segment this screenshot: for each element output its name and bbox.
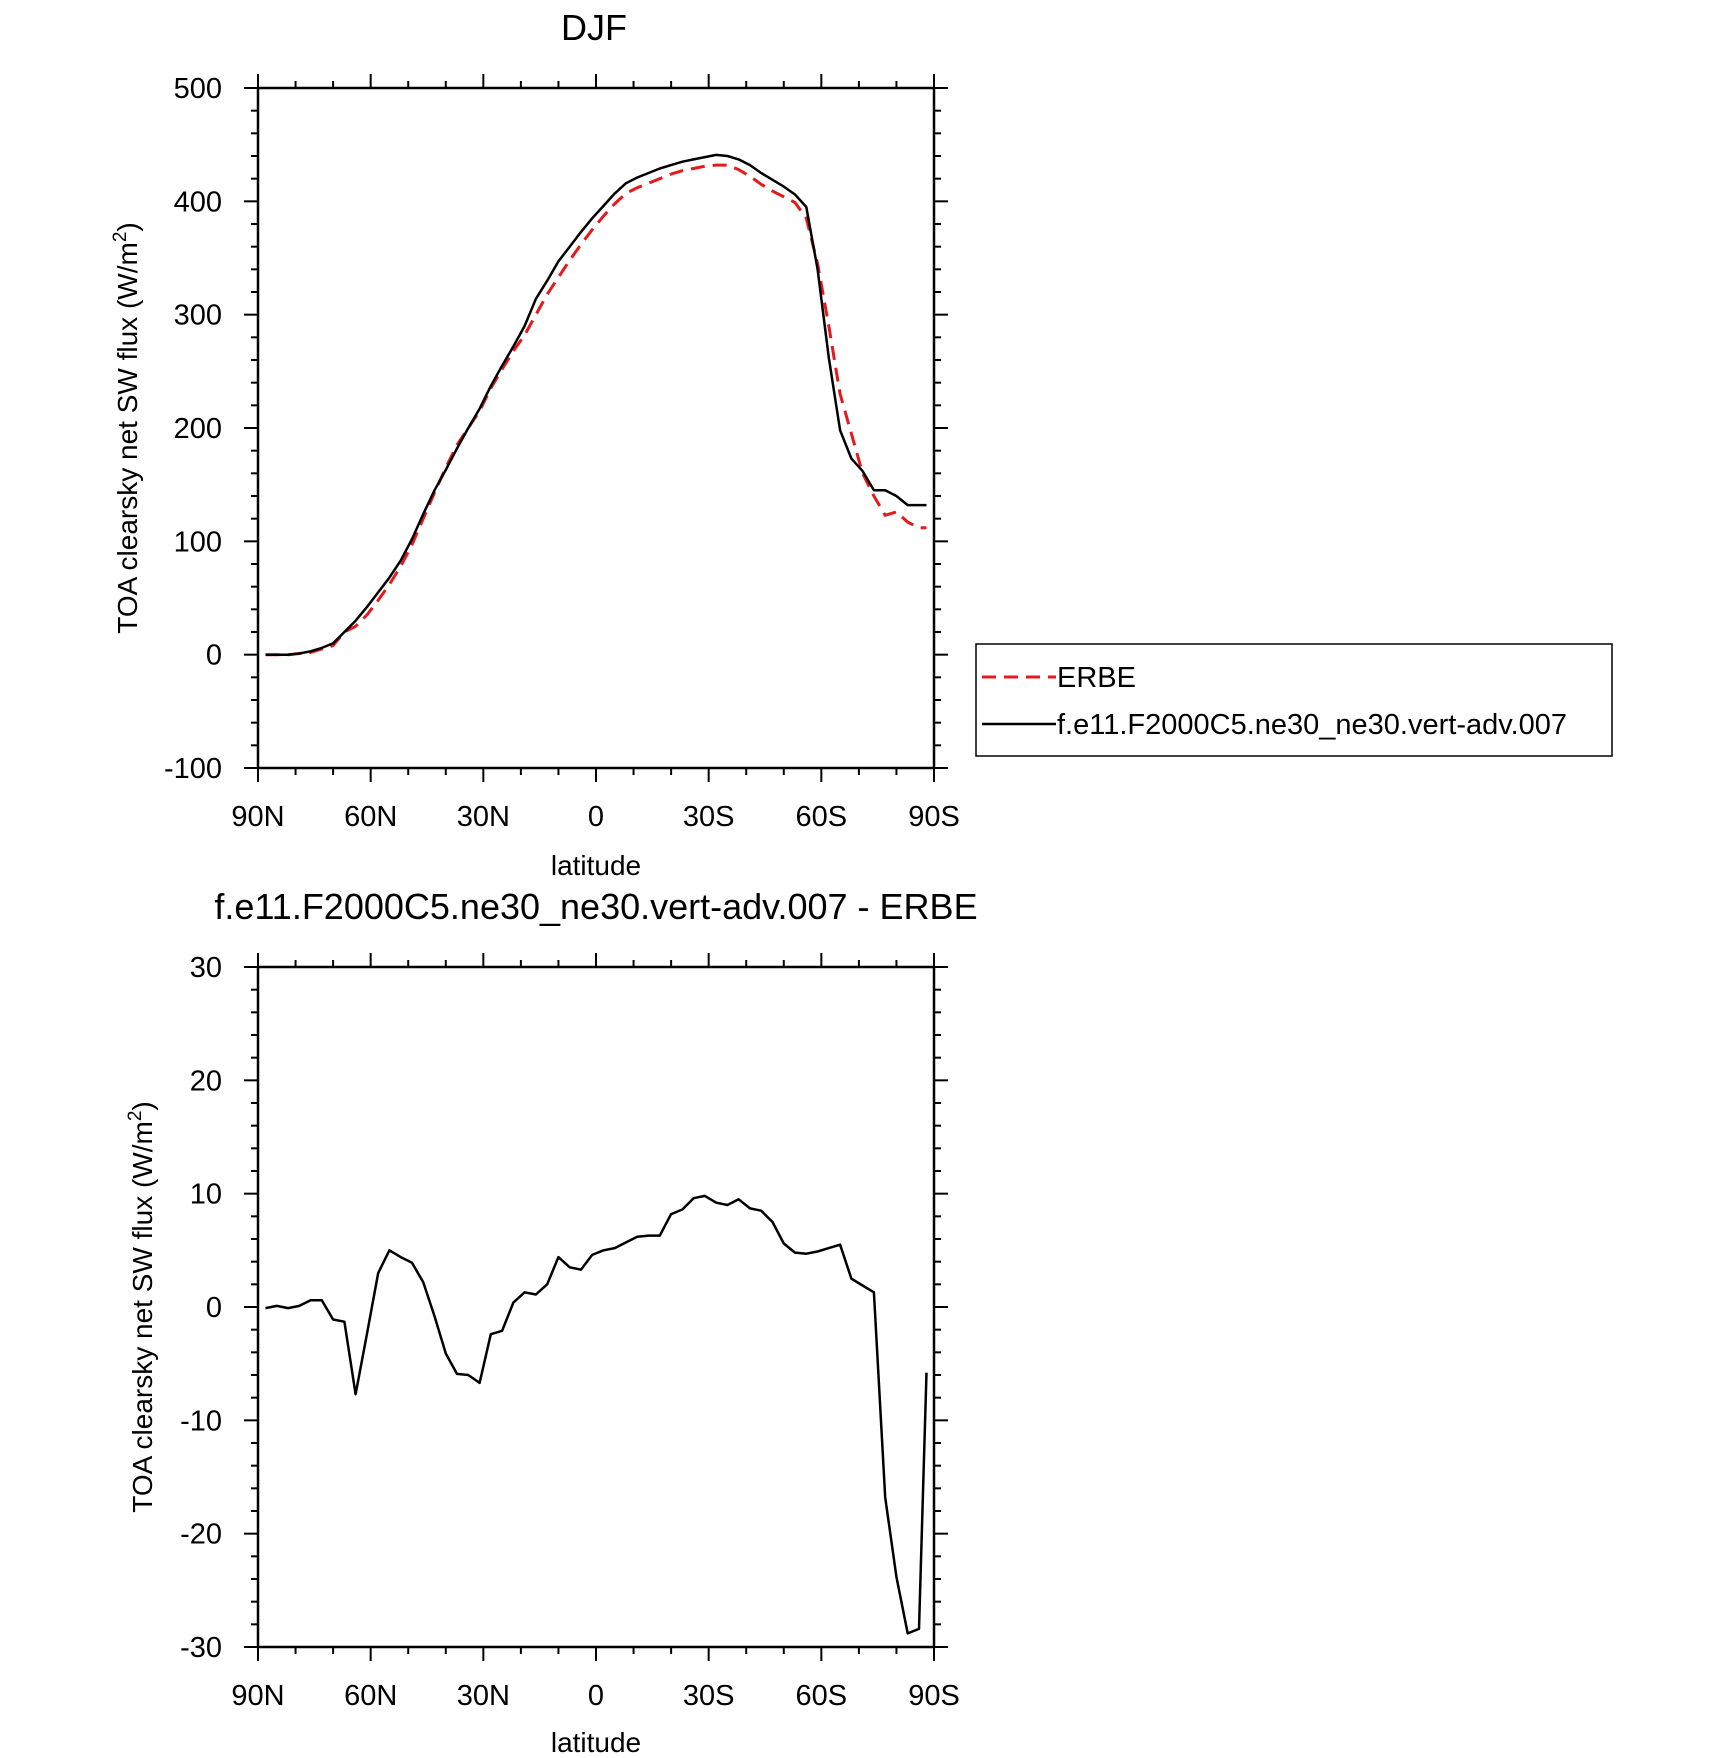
bottom-y-axis-label: TOA clearsky net SW flux (W/m2) — [125, 1101, 158, 1512]
top-y-axis-label: TOA clearsky net SW flux (W/m2) — [110, 222, 143, 633]
legend-box — [975, 643, 1613, 757]
top-y-tick-label: 0 — [206, 640, 222, 672]
bottom-chart-panel: f.e11.F2000C5.ne30_ne30.vert-adv.007 - E… — [125, 886, 978, 1758]
top-series-line-f-e11-f2000c5-ne30-ne30-vert-adv-007 — [265, 153, 927, 656]
top-x-tick-labels: 90N 60N 30N 0 30S 60S 90S — [231, 801, 959, 833]
top-y-tick-label: 400 — [174, 186, 222, 218]
bottom-y-tick-label: 0 — [206, 1292, 222, 1324]
top-x-tick-label: 30N — [457, 801, 510, 833]
bottom-chart-title: f.e11.F2000C5.ne30_ne30.vert-adv.007 - E… — [214, 886, 977, 927]
top-x-tick-label: 90N — [231, 801, 284, 833]
top-plot-area — [265, 153, 927, 657]
bottom-x-tick-label: 60N — [344, 1680, 397, 1712]
bottom-x-tick-label: 90S — [908, 1680, 960, 1712]
bottom-x-tick-labels: 90N 60N 30N 0 30S 60S 90S — [231, 1680, 959, 1712]
bottom-ticks — [244, 953, 948, 1661]
top-y-tick-label: 300 — [174, 300, 222, 332]
top-x-tick-label: 60N — [344, 801, 397, 833]
top-series-line-erbe — [265, 163, 927, 657]
top-chart-title: DJF — [561, 7, 627, 48]
bottom-x-tick-label: 90N — [231, 1680, 284, 1712]
bottom-plot-area — [265, 1194, 928, 1635]
bottom-x-tick-label: 0 — [588, 1680, 604, 1712]
bottom-x-tick-label: 30N — [457, 1680, 510, 1712]
top-x-tick-label: 0 — [588, 801, 604, 833]
bottom-x-tick-label: 60S — [796, 1680, 848, 1712]
top-y-tick-label: -100 — [164, 753, 222, 785]
top-ticks — [244, 74, 948, 782]
top-y-tick-label: 200 — [174, 413, 222, 445]
legend-erbe-label: ERBE — [1057, 662, 1136, 694]
legend: ERBE f.e11.F2000C5.ne30_ne30.vert-adv.00… — [975, 643, 1613, 757]
bottom-series-line-difference — [265, 1194, 928, 1635]
bottom-y-tick-label: -20 — [180, 1519, 222, 1551]
bottom-y-tick-label: -30 — [180, 1632, 222, 1664]
bottom-y-tick-label: 30 — [190, 952, 222, 984]
top-y-tick-label: 500 — [174, 73, 222, 105]
top-chart-panel: DJF -100 0 100 200 300 400 500 90N 60N 30N 0 30S 60… — [110, 7, 1613, 881]
bottom-x-tick-label: 30S — [683, 1680, 735, 1712]
bottom-y-tick-label: 20 — [190, 1065, 222, 1097]
top-plot-frame — [256, 86, 936, 770]
top-y-tick-labels: -100 0 100 200 300 400 500 — [164, 73, 222, 785]
bottom-plot-frame — [256, 965, 936, 1649]
bottom-y-tick-label: -10 — [180, 1405, 222, 1437]
top-x-tick-label: 60S — [796, 801, 848, 833]
top-x-tick-label: 30S — [683, 801, 735, 833]
bottom-y-tick-labels: -30 -20 -10 0 10 20 30 — [180, 952, 222, 1664]
bottom-y-tick-label: 10 — [190, 1179, 222, 1211]
legend-model-label: f.e11.F2000C5.ne30_ne30.vert-adv.007 — [1057, 709, 1567, 741]
top-y-tick-label: 100 — [174, 526, 222, 558]
bottom-x-axis-label: latitude — [551, 1727, 641, 1758]
top-x-tick-label: 90S — [908, 801, 960, 833]
top-x-axis-label: latitude — [551, 850, 641, 881]
